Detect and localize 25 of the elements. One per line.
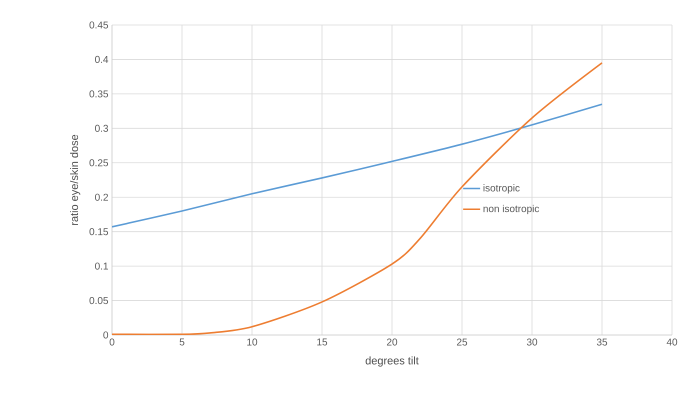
x-tick-label: 25 bbox=[456, 338, 468, 346]
x-tick-label: 0 bbox=[110, 338, 114, 346]
x-tick-label: 30 bbox=[526, 338, 538, 346]
y-axis-title: ratio eye/skin dose bbox=[70, 134, 80, 225]
y-tick-label: 0.1 bbox=[95, 262, 108, 270]
x-axis-title: degrees tilt bbox=[366, 356, 419, 367]
y-tick-label: 0.25 bbox=[89, 159, 108, 166]
x-tick-label: 10 bbox=[247, 338, 258, 346]
y-tick-label: 0.3 bbox=[95, 124, 108, 132]
x-tick-label: 35 bbox=[596, 338, 608, 346]
x-tick-label: 15 bbox=[317, 338, 328, 346]
line-series bbox=[112, 103, 603, 228]
line-series bbox=[112, 62, 603, 335]
legend-label: non isotropic bbox=[484, 204, 540, 214]
y-tick-label: 0 bbox=[103, 331, 108, 339]
x-tick-label: 40 bbox=[666, 338, 678, 346]
y-tick-label: 0.35 bbox=[89, 90, 108, 98]
x-tick-label: 5 bbox=[180, 338, 184, 346]
y-tick-label: 0.45 bbox=[89, 21, 108, 29]
y-tick-label: 0.4 bbox=[95, 56, 108, 63]
legend-label: isotropic bbox=[484, 184, 520, 194]
y-tick-label: 0.2 bbox=[95, 194, 108, 201]
y-tick-label: 0.05 bbox=[89, 297, 108, 304]
x-tick-label: 20 bbox=[386, 338, 398, 346]
y-tick-label: 0.15 bbox=[89, 228, 108, 236]
